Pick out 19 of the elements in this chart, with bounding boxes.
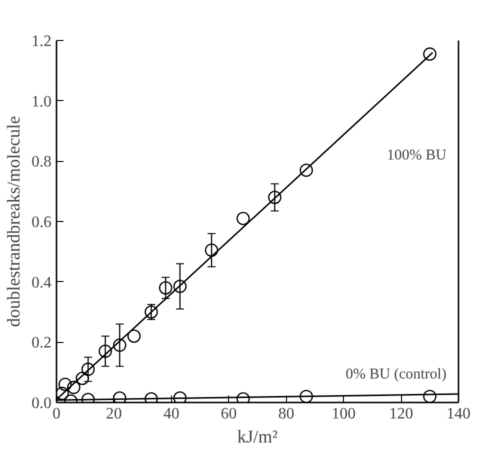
x-tick-label: 80	[278, 406, 294, 422]
y-tick-label: 0.0	[32, 395, 52, 412]
x-axis-title: kJ/m²	[237, 426, 278, 446]
annotation: 100% BU	[386, 148, 447, 164]
x-tick-label: 120	[389, 406, 414, 422]
x-tick-label: 0	[52, 406, 60, 422]
y-tick-label: 0.6	[32, 214, 52, 231]
y-tick-label: 1.0	[32, 93, 52, 110]
annotation: 0% BU (control)	[346, 366, 446, 383]
y-tick-label: 0.8	[32, 154, 52, 171]
y-tick-label: 0.4	[32, 274, 52, 292]
y-axis-title: doublestrandbreaks/molecule	[4, 116, 24, 327]
x-tick-label: 140	[446, 406, 470, 422]
y-tick-label: 0.2	[32, 334, 52, 352]
x-tick-label: 60	[220, 406, 237, 422]
x-tick-label: 100	[332, 406, 356, 422]
y-tick-label: 1.2	[32, 33, 52, 50]
x-tick-label: 40	[163, 406, 180, 422]
x-tick-label: 20	[106, 406, 122, 422]
